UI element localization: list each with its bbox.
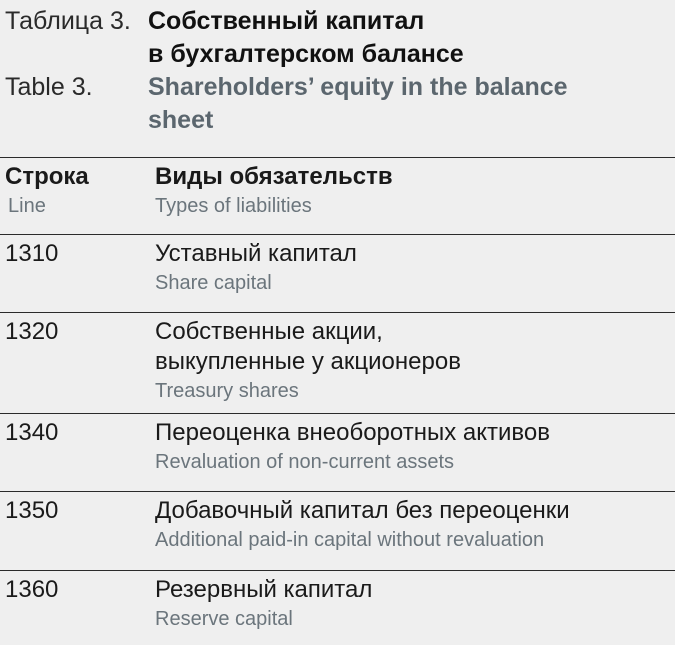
item-en: Reserve capital xyxy=(155,608,293,630)
item-ru: Уставный капитал xyxy=(155,240,357,267)
caption-title-en-2: sheet xyxy=(148,106,214,134)
table-row: 1360 Резервный капитал Reserve capital xyxy=(0,570,675,645)
item-ru: Добавочный капитал без переоценки xyxy=(155,497,570,524)
caption-label-ru: Таблица 3. xyxy=(5,7,131,35)
header-line-en: Line xyxy=(8,195,46,217)
table-row: 1350 Добавочный капитал без переоценки A… xyxy=(0,491,675,571)
header-line-ru: Строка xyxy=(5,163,89,190)
caption-title-en-1: Shareholders’ equity in the balance xyxy=(148,73,568,101)
caption-label-en: Table 3. xyxy=(5,73,93,101)
item-ru: Резервный капитал xyxy=(155,576,373,603)
item-ru: Переоценка внеоборотных активов xyxy=(155,419,550,446)
caption-title-ru-2: в бухгалтерском балансе xyxy=(148,40,464,68)
item-en: Share capital xyxy=(155,272,272,294)
header-types-ru: Виды обязательств xyxy=(155,163,393,190)
line-code: 1350 xyxy=(5,497,59,524)
item-en: Additional paid-in capital without reval… xyxy=(155,529,545,551)
table-row: 1310 Уставный капитал Share capital xyxy=(0,234,675,313)
item-en: Treasury shares xyxy=(155,380,299,402)
line-code: 1310 xyxy=(5,240,59,267)
table-row: 1320 Собственные акции, выкупленные у ак… xyxy=(0,312,675,414)
caption-title-ru-1: Собственный капитал xyxy=(148,7,425,35)
line-code: 1320 xyxy=(5,318,59,345)
item-ru: Собственные акции, выкупленные у акционе… xyxy=(155,318,461,375)
item-en: Revaluation of non-current assets xyxy=(155,451,455,473)
line-code: 1360 xyxy=(5,576,59,603)
table-row: 1340 Переоценка внеоборотных активов Rev… xyxy=(0,413,675,492)
header-types-en: Types of liabilities xyxy=(155,195,312,217)
line-code: 1340 xyxy=(5,419,59,446)
table-header: Строка Line Виды обязательств Types of l… xyxy=(0,157,675,235)
